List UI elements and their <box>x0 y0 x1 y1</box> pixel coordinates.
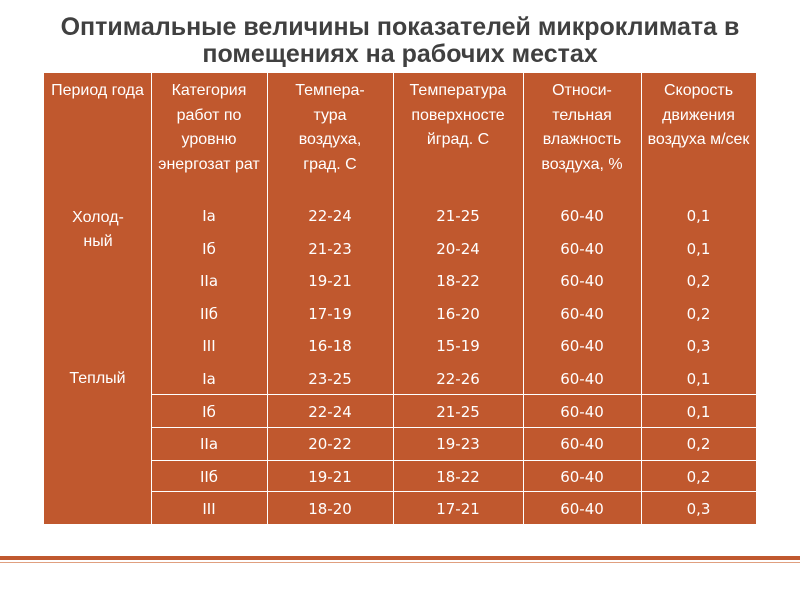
header-air-speed: Скорость движения воздуха м/сек <box>647 82 750 148</box>
cell-category: Ia <box>202 207 216 225</box>
column-divider <box>393 73 394 524</box>
cell-air-speed: 0,1 <box>686 370 711 388</box>
cell-air-speed: 0,2 <box>686 467 711 486</box>
cell-air-temperature: 22-24 <box>308 207 352 225</box>
cell-air-temperature: 22-24 <box>308 402 352 421</box>
slide-title: Оптимальные величины показателей микрокл… <box>0 14 800 68</box>
cell-surface-temperature: 16-20 <box>436 304 480 323</box>
column-divider <box>641 73 642 524</box>
column-divider <box>267 73 268 524</box>
cell-surface-temperature: 15-19 <box>436 337 480 356</box>
title-line-1: Оптимальные величины показателей микрокл… <box>60 13 740 41</box>
column-divider <box>151 73 152 524</box>
row-divider <box>151 491 756 492</box>
cell-category: III <box>202 337 216 356</box>
footer-line <box>0 562 800 563</box>
cell-humidity: 60-40 <box>560 435 604 454</box>
cell-air-temperature: 23-25 <box>308 370 352 388</box>
cell-air-speed: 0,3 <box>686 337 711 356</box>
cell-air-speed: 0,1 <box>686 239 711 258</box>
season-cold: Холод-ный <box>72 209 124 250</box>
cell-surface-temperature: 18-22 <box>436 467 480 486</box>
cell-surface-temperature: 21-25 <box>436 207 480 225</box>
cell-category: IIб <box>199 304 219 323</box>
cell-air-temperature: 21-23 <box>308 239 352 258</box>
cell-humidity: 60-40 <box>560 207 604 225</box>
cell-humidity: 60-40 <box>560 500 604 519</box>
cell-category: Iб <box>202 239 216 258</box>
cell-category: IIa <box>199 435 219 454</box>
header-humidity: Относи-тельная влажность воздуха, % <box>541 82 623 173</box>
row-divider <box>151 394 756 395</box>
cell-humidity: 60-40 <box>560 337 604 356</box>
cell-air-temperature: 17-19 <box>308 304 352 323</box>
cell-air-speed: 0,2 <box>686 272 711 291</box>
header-category: Категория работ по уровню энергозат рат <box>158 82 260 173</box>
cell-air-speed: 0,2 <box>686 304 711 323</box>
cell-category: IIб <box>199 467 219 486</box>
cell-category: IIa <box>199 272 219 291</box>
cell-surface-temperature: 21-25 <box>436 402 480 421</box>
cell-air-temperature: 20-22 <box>308 435 352 454</box>
header-air-temperature: Темпера-тура воздуха, град. С <box>295 82 365 173</box>
cell-category: III <box>202 500 216 519</box>
cell-humidity: 60-40 <box>560 467 604 486</box>
cell-air-speed: 0,3 <box>686 500 711 519</box>
cell-humidity: 60-40 <box>560 272 604 291</box>
cell-surface-temperature: 19-23 <box>436 435 480 454</box>
cell-surface-temperature: 18-22 <box>436 272 480 291</box>
cell-air-temperature: 19-21 <box>308 467 352 486</box>
cell-air-speed: 0,2 <box>686 435 711 454</box>
cell-category: Iб <box>202 402 216 421</box>
cell-air-speed: 0,1 <box>686 402 711 421</box>
season-warm: Теплый <box>69 370 126 387</box>
header-surface-temperature: Температура поверхносте йград. С <box>409 82 507 148</box>
cell-surface-temperature: 20-24 <box>436 239 480 258</box>
title-line-2: помещениях на рабочих местах <box>202 40 598 68</box>
cell-air-temperature: 18-20 <box>308 500 352 519</box>
cell-humidity: 60-40 <box>560 304 604 323</box>
cell-humidity: 60-40 <box>560 239 604 258</box>
cell-category: Ia <box>202 370 216 388</box>
microclimate-table: Период года Категория работ по уровню эн… <box>44 73 756 524</box>
cell-surface-temperature: 17-21 <box>436 500 480 519</box>
row-divider <box>151 460 756 461</box>
footer-bar <box>0 556 800 560</box>
cell-humidity: 60-40 <box>560 402 604 421</box>
cell-air-temperature: 16-18 <box>308 337 352 356</box>
header-period: Период года <box>51 82 144 99</box>
cell-humidity: 60-40 <box>560 370 604 388</box>
cell-air-speed: 0,1 <box>686 207 711 225</box>
row-divider <box>151 427 756 428</box>
cell-air-temperature: 19-21 <box>308 272 352 291</box>
column-divider <box>523 73 524 524</box>
cell-surface-temperature: 22-26 <box>436 370 480 388</box>
